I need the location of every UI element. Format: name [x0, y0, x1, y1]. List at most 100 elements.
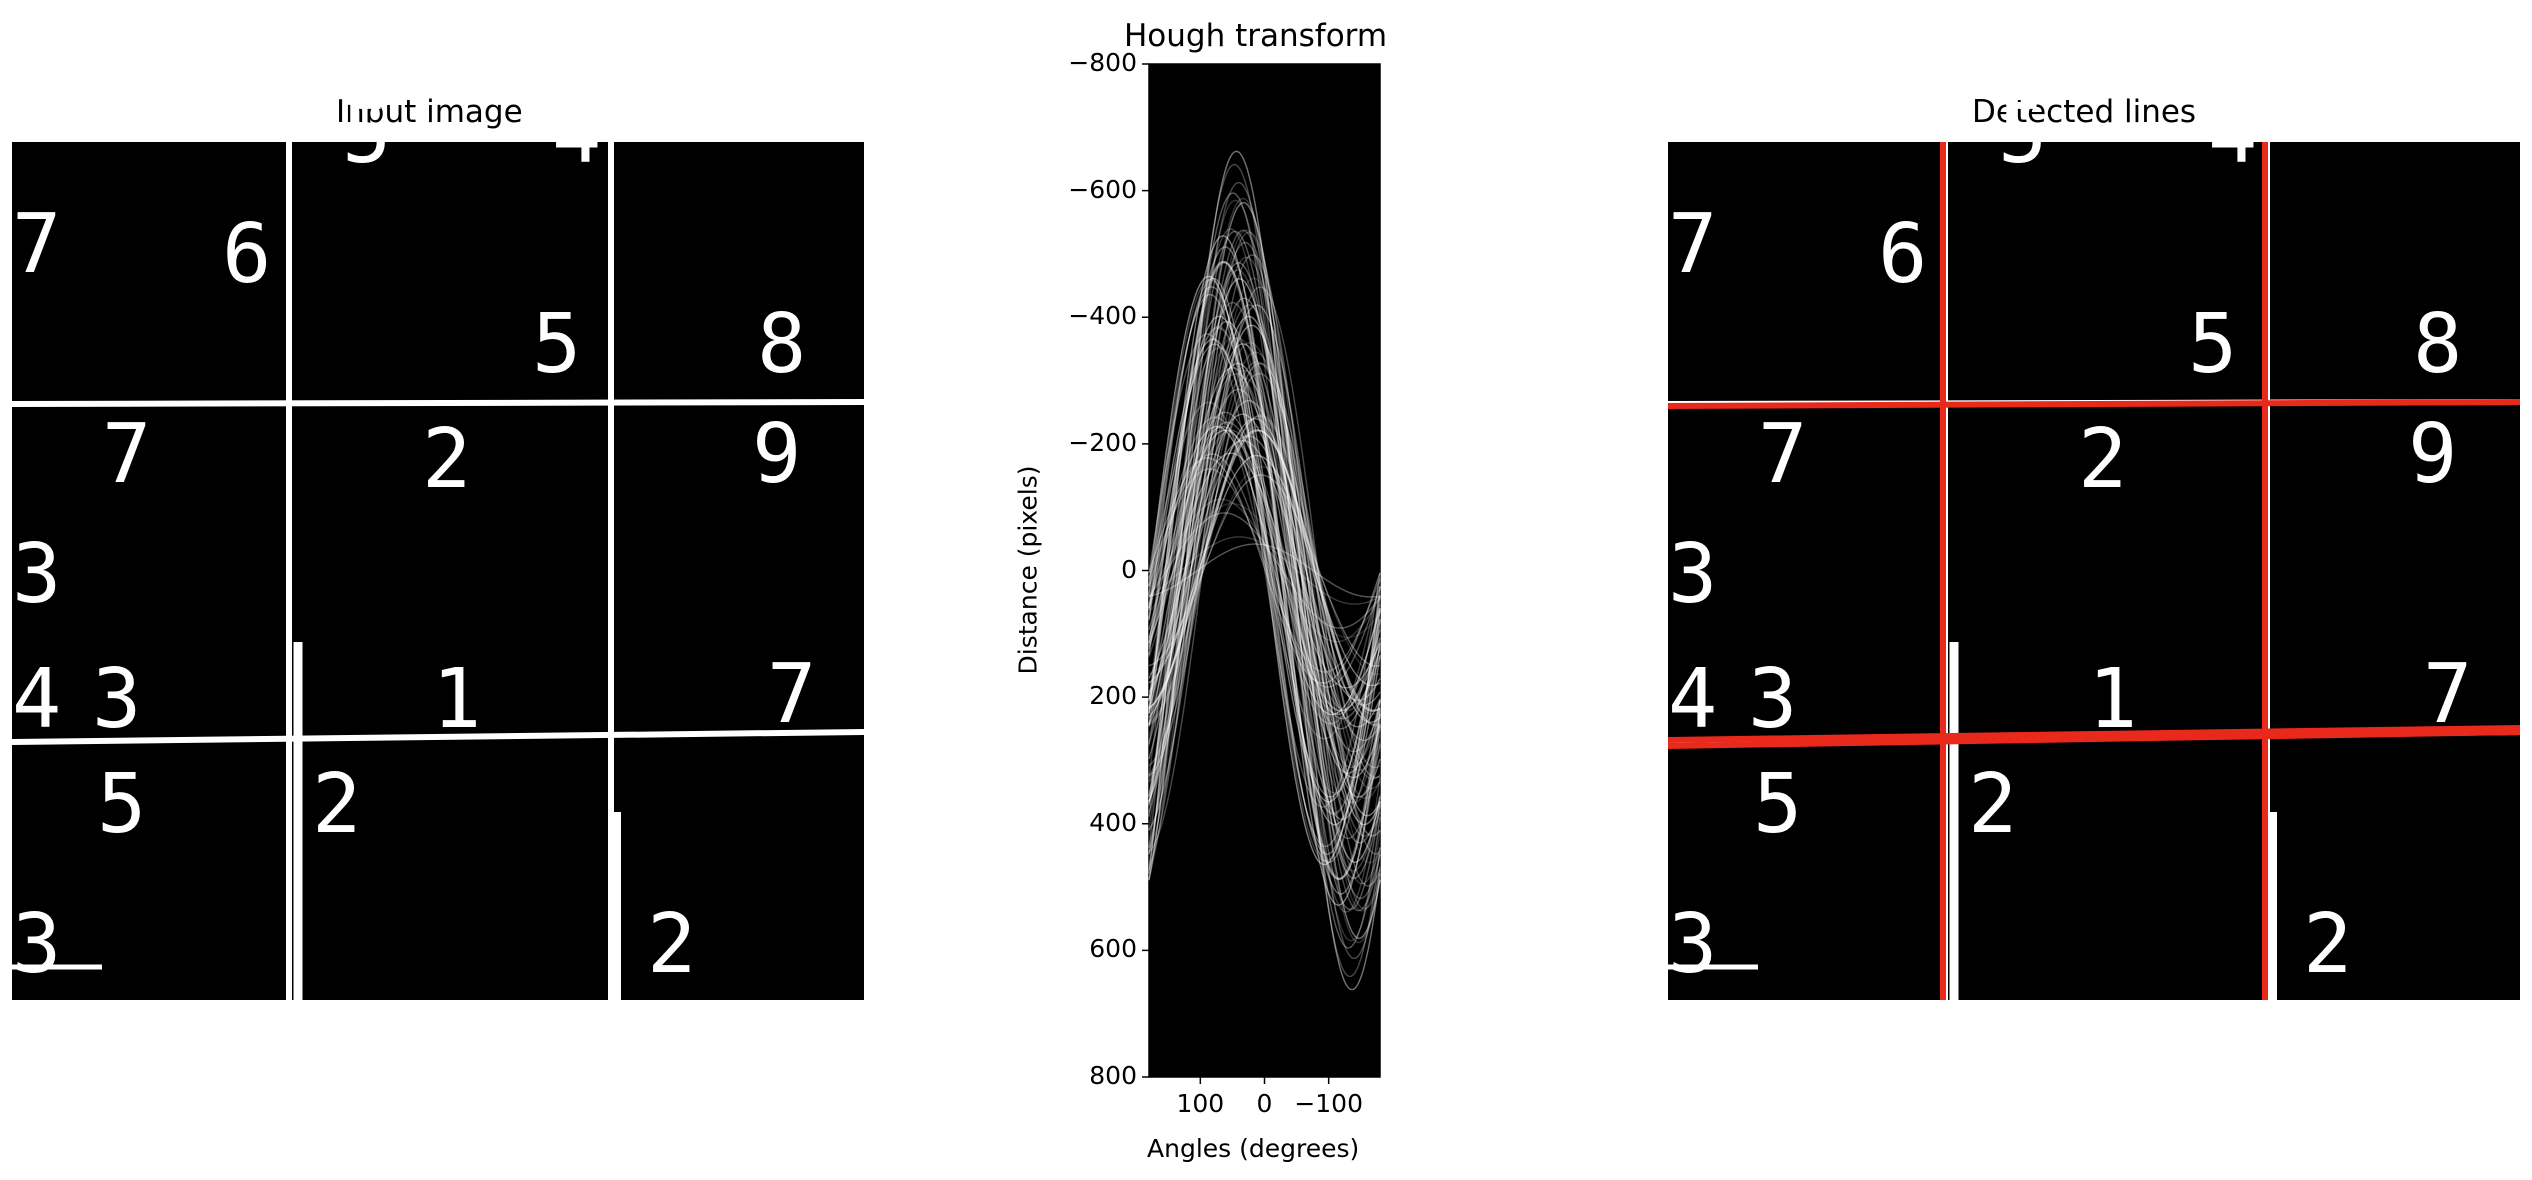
hough-curve: [1148, 413, 1381, 728]
hough-curve: [1148, 327, 1381, 814]
sudoku-digit: 7: [767, 647, 816, 742]
hough-curve: [1148, 297, 1381, 844]
sudoku-digit: 1: [432, 652, 481, 747]
hough-curve: [1148, 163, 1381, 978]
hough-curve: [1148, 362, 1381, 779]
hough-curve: [1148, 197, 1381, 944]
hough-curve: [1148, 230, 1381, 911]
hough-curve: [1148, 228, 1381, 913]
hough-curve: [1148, 512, 1381, 629]
y-tick-label: −600: [1068, 174, 1137, 204]
hough-curve: [1148, 286, 1381, 855]
hough-curve: [1148, 377, 1381, 764]
hough-curve: [1148, 286, 1381, 855]
sudoku-digit: 2: [312, 757, 361, 852]
sudoku-digit: 3: [92, 652, 141, 747]
hough-curve: [1148, 181, 1381, 960]
hough-curve: [1148, 401, 1381, 740]
hough-curve: [1148, 304, 1381, 837]
sudoku-digit: 5: [1998, 87, 2047, 182]
hough-curve: [1148, 192, 1381, 949]
sudoku-digit: 9: [752, 407, 801, 502]
hough-curve: [1148, 372, 1381, 769]
hough-curve: [1148, 457, 1381, 684]
hough-curve: [1148, 235, 1381, 906]
sudoku-digit: 4: [12, 652, 61, 747]
hough-curve: [1148, 246, 1381, 895]
sudoku-digit: 4: [1668, 652, 1717, 747]
y-tick-label: −400: [1068, 301, 1137, 331]
hough-curve: [1148, 421, 1381, 720]
hough-curve: [1148, 474, 1381, 667]
hough-curve: [1148, 502, 1381, 639]
hough-curve: [1148, 315, 1381, 826]
hough-curve: [1148, 279, 1381, 862]
sudoku-digit: 9: [2408, 407, 2457, 502]
sudoku-digit: 4: [552, 87, 601, 182]
sudoku-digit: 3: [1748, 652, 1797, 747]
hough-curve: [1148, 366, 1381, 775]
hough-curve: [1148, 261, 1381, 880]
hough-curve: [1148, 261, 1381, 880]
hough-curve: [1148, 415, 1381, 726]
sudoku-digit: 3: [1668, 897, 1717, 992]
hough-curve: [1148, 351, 1381, 790]
hough-curve: [1148, 304, 1381, 837]
hough-curve: [1148, 414, 1381, 727]
hough-curve: [1148, 262, 1381, 879]
hough-curve: [1148, 435, 1381, 706]
hough-curve: [1148, 333, 1381, 808]
hough-curve: [1148, 452, 1381, 689]
hough-curve: [1148, 428, 1381, 713]
sudoku-digit: 4: [2208, 87, 2257, 182]
y-tick-label: 200: [1089, 681, 1137, 711]
hough-curve: [1148, 256, 1381, 885]
hough-curve: [1148, 315, 1381, 826]
hough-curve: [1148, 229, 1381, 912]
hough-curve: [1148, 201, 1381, 940]
hough-curve: [1148, 429, 1381, 712]
hough-curve: [1148, 277, 1381, 864]
sudoku-digit: 5: [532, 297, 581, 392]
sudoku-digit: 6: [1878, 207, 1927, 302]
sudoku-digit: 2: [2303, 897, 2352, 992]
hough-curve: [1148, 302, 1381, 839]
sudoku-digit: 7: [12, 197, 61, 292]
sudoku-digit: 2: [2078, 412, 2127, 507]
hough-curve: [1148, 425, 1381, 716]
sudoku-digit: 3: [1668, 527, 1717, 622]
sudoku-digit: 5: [1753, 757, 1802, 852]
hough-curve: [1148, 229, 1381, 912]
hough-curve: [1148, 275, 1381, 866]
hough-curve: [1148, 343, 1381, 798]
hough-curve: [1148, 342, 1381, 799]
hough-curve: [1148, 150, 1381, 991]
hough-curve: [1148, 336, 1381, 805]
hough-curve: [1148, 388, 1381, 753]
hough-curve: [1148, 399, 1381, 742]
detected-line: [1667, 725, 2521, 743]
hough-curve: [1148, 241, 1381, 900]
hough-curve: [1148, 425, 1381, 716]
hough-curve: [1148, 320, 1381, 821]
x-tick-label: 0: [1256, 1089, 1273, 1118]
hough-curve: [1148, 293, 1381, 848]
sudoku-digit: 2: [422, 412, 471, 507]
sudoku-digit: 3: [12, 527, 61, 622]
y-tick-label: 800: [1089, 1061, 1137, 1090]
sudoku-digit: 7: [102, 407, 151, 502]
hough-curve: [1148, 417, 1381, 724]
sudoku-digit: 8: [757, 297, 806, 392]
hough-curve: [1148, 429, 1381, 712]
hough-curve: [1148, 231, 1381, 910]
hough-curve: [1148, 269, 1381, 872]
sudoku-digit: 5: [97, 757, 146, 852]
hough-curve: [1148, 343, 1381, 798]
detected-lines-title: Detected lines: [1972, 94, 2197, 130]
detected-lines-axes: 7 655 487 2 934 3 1 75 23 2: [1667, 87, 2521, 1000]
hough-curve: [1148, 338, 1381, 803]
hough-curve: [1148, 277, 1381, 864]
hough-curve: [1148, 370, 1381, 771]
sudoku-digit: 3: [12, 897, 61, 992]
